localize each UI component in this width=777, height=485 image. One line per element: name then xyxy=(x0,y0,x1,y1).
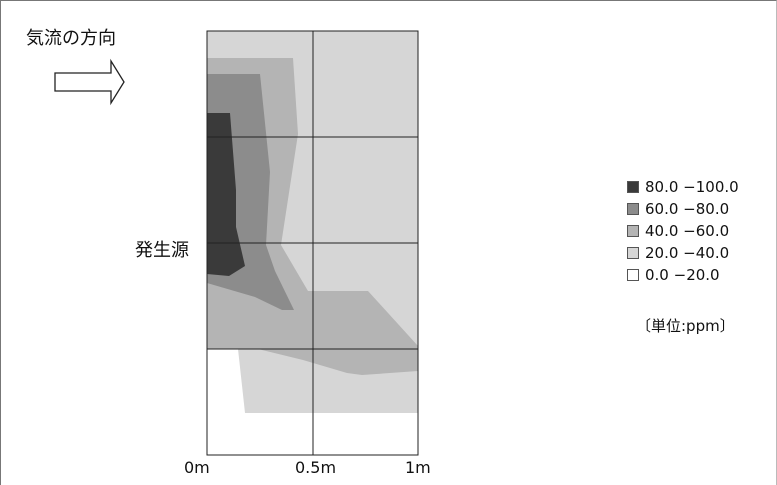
x-tick-label: 0.5m xyxy=(295,458,337,477)
legend-swatch xyxy=(627,225,639,237)
units-label: 〔単位:ppm〕 xyxy=(636,317,735,335)
band-80-100-area xyxy=(207,113,245,276)
legend-item: 0.0 −20.0 xyxy=(627,264,775,286)
source-label: 発生源 xyxy=(135,240,189,261)
legend-swatch xyxy=(627,181,639,193)
legend-label: 0.0 −20.0 xyxy=(645,266,720,284)
legend-swatch xyxy=(627,247,639,259)
x-tick-label: 0m xyxy=(184,458,210,477)
legend-item: 80.0 −100.0 xyxy=(627,176,775,198)
legend-item: 40.0 −60.0 xyxy=(627,220,775,242)
legend-swatch xyxy=(627,203,639,215)
legend: 80.0 −100.0 60.0 −80.0 40.0 −60.0 20.0 −… xyxy=(627,176,775,286)
grid-lines xyxy=(206,30,419,456)
legend-label: 40.0 −60.0 xyxy=(645,222,730,240)
flow-arrow-icon xyxy=(54,58,125,106)
band-0-20-area xyxy=(207,349,418,455)
legend-swatch xyxy=(627,269,639,281)
legend-label: 60.0 −80.0 xyxy=(645,200,730,218)
legend-label: 20.0 −40.0 xyxy=(645,244,730,262)
legend-item: 60.0 −80.0 xyxy=(627,198,775,220)
flow-direction-label: 気流の方向 xyxy=(26,28,116,49)
legend-label: 80.0 −100.0 xyxy=(645,178,739,196)
x-tick-label: 1m xyxy=(405,458,431,477)
legend-item: 20.0 −40.0 xyxy=(627,242,775,264)
